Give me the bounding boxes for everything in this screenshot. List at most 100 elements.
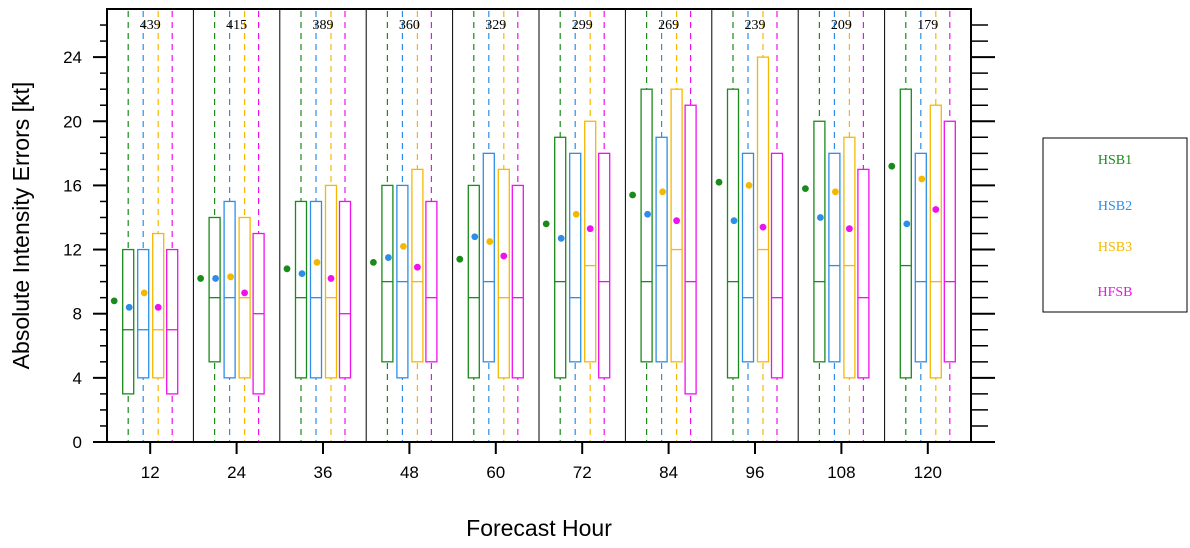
y-tick-label: 8	[73, 305, 82, 324]
plot-frame	[106, 8, 972, 443]
mean-point-hfsb	[759, 223, 767, 231]
box-hsb2	[309, 200, 323, 379]
box-hsb1	[554, 136, 567, 379]
mean-point-hfsb	[154, 303, 162, 311]
x-axis-title: Forecast Hour	[466, 515, 612, 541]
sample-count-label: 389	[313, 18, 334, 33]
x-tick-label: 48	[400, 463, 419, 482]
mean-point-hsb1	[110, 297, 118, 305]
box-hsb2	[569, 152, 582, 363]
mean-point-hsb1	[715, 178, 723, 186]
box-hsb1	[208, 216, 221, 363]
sample-count-label: 209	[831, 18, 852, 33]
box-hsb2	[828, 152, 841, 363]
mean-point-hsb3	[140, 289, 148, 297]
mean-point-hsb2	[730, 217, 738, 225]
x-tick-label: 24	[227, 463, 246, 482]
x-tick-label: 120	[914, 463, 942, 482]
box-hsb3	[584, 120, 597, 363]
box-hsb2	[482, 152, 495, 363]
mean-point-hsb1	[370, 258, 377, 266]
box-hsb1	[640, 88, 653, 363]
x-tick-label: 108	[827, 463, 855, 482]
mean-layer	[110, 162, 940, 311]
legend-entry-hsb2: HSB2	[1098, 199, 1132, 214]
legend-entry-hsb3: HSB3	[1098, 240, 1132, 255]
legend-entry-hsb1: HSB1	[1098, 153, 1132, 168]
box-hsb1	[726, 88, 740, 379]
box-hsb3	[670, 88, 683, 363]
x-tick-label: 72	[573, 463, 592, 482]
box-hsb3	[929, 104, 942, 379]
mean-point-hfsb	[932, 206, 940, 213]
box-hsb3	[756, 56, 770, 363]
y-tick-label: 12	[63, 241, 82, 260]
mean-point-hsb2	[817, 214, 824, 221]
y-tick-label: 20	[63, 112, 82, 131]
box-hsb3	[497, 168, 510, 379]
x-tick-label: 12	[141, 463, 160, 482]
box-hfsb	[943, 120, 956, 363]
mean-point-hsb3	[572, 210, 580, 218]
mean-point-hfsb	[586, 225, 594, 233]
box-hfsb	[857, 168, 870, 379]
box-hfsb	[598, 152, 611, 379]
mean-point-hsb3	[745, 182, 753, 189]
mean-point-hfsb	[241, 289, 249, 297]
mean-point-hsb1	[888, 162, 896, 170]
y-axis-title: Absolute Intensity Errors [kt]	[8, 82, 34, 370]
mean-point-hsb3	[832, 188, 839, 196]
box-hfsb	[338, 200, 352, 379]
mean-point-hsb3	[313, 258, 321, 266]
sample-count-label: 329	[485, 18, 506, 33]
x-tick-label: 36	[314, 463, 333, 482]
mean-point-hsb2	[212, 275, 220, 282]
mean-point-hsb2	[644, 210, 651, 218]
sample-count-label: 269	[658, 18, 679, 33]
box-hsb1	[294, 200, 308, 379]
mean-point-hsb1	[283, 265, 291, 273]
mean-point-hsb3	[659, 188, 666, 196]
grid-layer	[192, 9, 886, 442]
box-hfsb	[770, 152, 784, 379]
mean-point-hsb1	[197, 275, 205, 282]
count-layer: 439 415 389 360 329 299 269 239 209 179	[140, 18, 939, 33]
legend-entry-hfsb: HFSB	[1097, 285, 1132, 300]
y-tick-label: 24	[63, 48, 82, 67]
box-hsb2	[741, 152, 755, 363]
box-hfsb	[166, 248, 179, 395]
mean-point-hfsb	[414, 263, 421, 271]
mean-point-hsb1	[629, 191, 636, 199]
box-hsb2	[914, 152, 927, 363]
x-tick-label: 84	[659, 463, 678, 482]
mean-point-hsb1	[456, 255, 464, 263]
box-hsb3	[843, 136, 856, 379]
sample-count-label: 439	[140, 18, 161, 33]
legend-box	[1042, 137, 1188, 313]
box-hfsb	[684, 104, 697, 395]
box-hfsb	[511, 184, 524, 379]
mean-point-hsb2	[385, 254, 392, 261]
mean-point-hfsb	[500, 252, 508, 260]
y-tick-label: 16	[63, 176, 82, 195]
x-tick-label: 96	[746, 463, 765, 482]
sample-count-label: 415	[226, 18, 247, 33]
mean-point-hsb2	[471, 233, 479, 241]
sample-count-label: 299	[572, 18, 593, 33]
legend: HSB1 HSB2 HSB3 HFSB	[1042, 137, 1188, 313]
mean-point-hsb3	[400, 242, 407, 250]
box-hsb2	[655, 136, 668, 363]
mean-point-hfsb	[327, 275, 335, 282]
mean-point-hsb2	[557, 234, 565, 242]
box-hsb2	[223, 200, 236, 379]
sample-count-label: 239	[745, 18, 766, 33]
mean-point-hsb2	[903, 220, 911, 228]
box-hfsb	[425, 200, 438, 363]
mean-point-hfsb	[673, 217, 680, 225]
box-hsb1	[813, 120, 826, 363]
whisker-layer	[127, 11, 951, 442]
box-layer	[122, 56, 956, 395]
mean-point-hsb3	[918, 175, 926, 183]
mean-point-hsb1	[802, 185, 809, 193]
sample-count-label: 179	[917, 18, 938, 33]
